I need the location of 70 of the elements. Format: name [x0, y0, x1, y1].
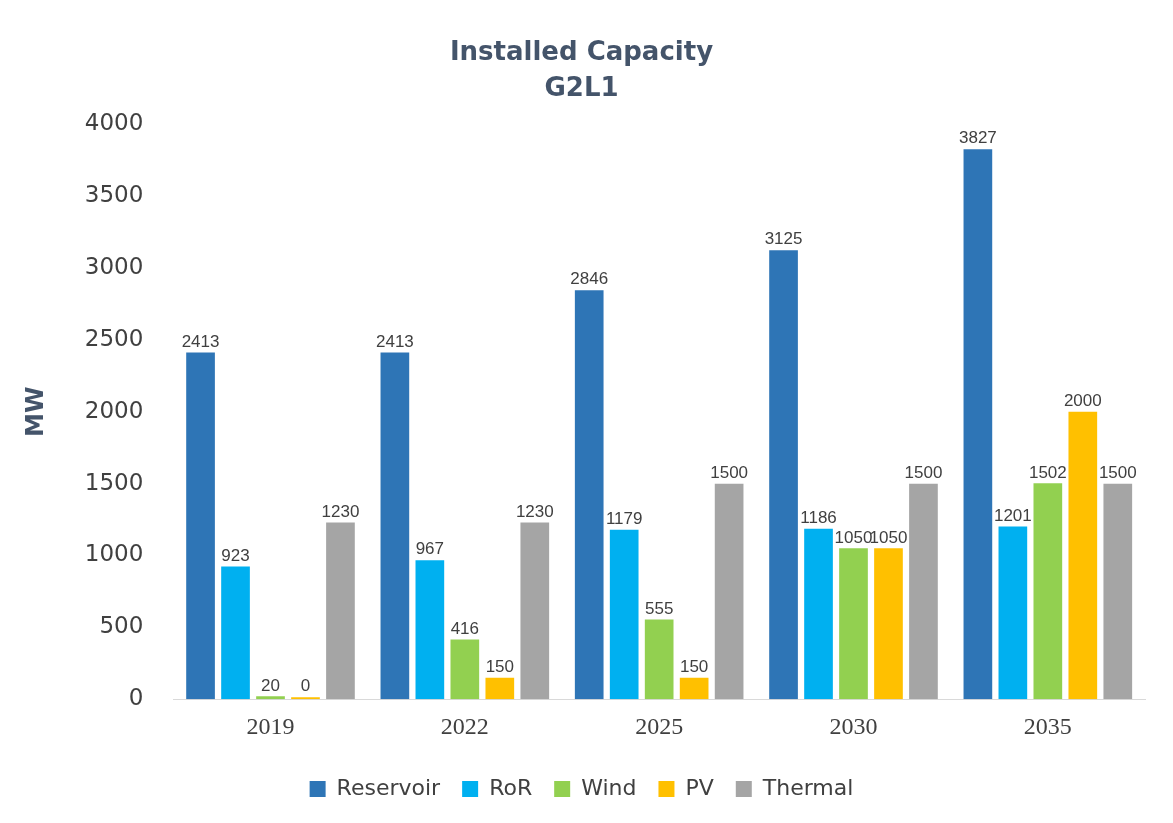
x-tick-label: 2025 [635, 712, 684, 739]
data-label: 1500 [1098, 462, 1137, 482]
data-label: 1201 [993, 505, 1032, 525]
bar [804, 528, 833, 700]
bar [714, 483, 744, 700]
data-label: 1179 [605, 508, 643, 528]
legend-label: PV [685, 774, 714, 800]
bar [291, 697, 320, 700]
bar [485, 677, 515, 700]
bar [1103, 483, 1133, 700]
data-label: 1186 [800, 507, 837, 527]
bar [609, 529, 639, 700]
data-label: 0 [300, 676, 311, 696]
data-label: 967 [415, 539, 445, 559]
chart-subtitle: G2L1 [544, 71, 619, 102]
y-tick-label: 3000 [84, 253, 144, 280]
y-tick-label: 2000 [84, 396, 144, 423]
y-tick-label: 1000 [84, 540, 144, 567]
y-tick-label: 3500 [84, 181, 144, 208]
data-label: 2000 [1063, 390, 1102, 410]
legend-label: Thermal [761, 774, 854, 800]
bar [221, 566, 250, 700]
y-tick-label: 0 [128, 684, 144, 711]
x-tick-label: 2019 [246, 712, 295, 739]
y-tick-label: 2500 [84, 324, 144, 351]
data-label: 150 [485, 656, 514, 676]
data-label: 2413 [375, 331, 414, 351]
legend-label: RoR [489, 774, 533, 800]
bar [644, 619, 674, 700]
data-label: 3125 [764, 229, 803, 249]
bar [574, 290, 604, 700]
y-tick-label: 4000 [84, 109, 144, 136]
y-tick-label: 500 [99, 612, 144, 639]
data-label: 1230 [321, 501, 360, 521]
y-tick-label: 1500 [84, 468, 144, 495]
data-label: 20 [261, 675, 280, 695]
bar [998, 526, 1028, 700]
y-axis-title: MW [20, 386, 49, 437]
data-label: 3827 [958, 128, 997, 148]
bar [256, 696, 285, 700]
bar [769, 250, 798, 700]
legend-label: Reservoir [336, 774, 442, 800]
chart-title: Installed Capacity [449, 36, 714, 67]
data-label: 416 [450, 618, 480, 638]
x-tick-label: 2022 [440, 712, 489, 739]
bar [909, 483, 938, 700]
data-label: 150 [679, 656, 709, 676]
bar [415, 560, 445, 700]
x-tick-label: 2030 [829, 712, 878, 739]
data-label: 1502 [1028, 462, 1067, 482]
bar [186, 352, 215, 700]
data-label: 2413 [181, 331, 220, 351]
data-label: 1500 [710, 462, 749, 482]
x-tick-label: 2035 [1023, 712, 1072, 739]
legend-label: Wind [581, 774, 637, 800]
bar [450, 639, 480, 700]
data-label: 2846 [570, 269, 609, 289]
data-label: 555 [644, 598, 674, 618]
bar [380, 352, 410, 700]
data-label: 923 [221, 545, 250, 565]
bar [1033, 483, 1063, 700]
bar [679, 677, 709, 700]
bar [326, 522, 355, 700]
data-label: 1230 [515, 501, 554, 521]
data-label: 1500 [904, 462, 943, 482]
bar [874, 548, 903, 700]
bar [520, 522, 550, 700]
bar [839, 548, 868, 700]
bar [1068, 411, 1098, 700]
bar [963, 149, 993, 700]
